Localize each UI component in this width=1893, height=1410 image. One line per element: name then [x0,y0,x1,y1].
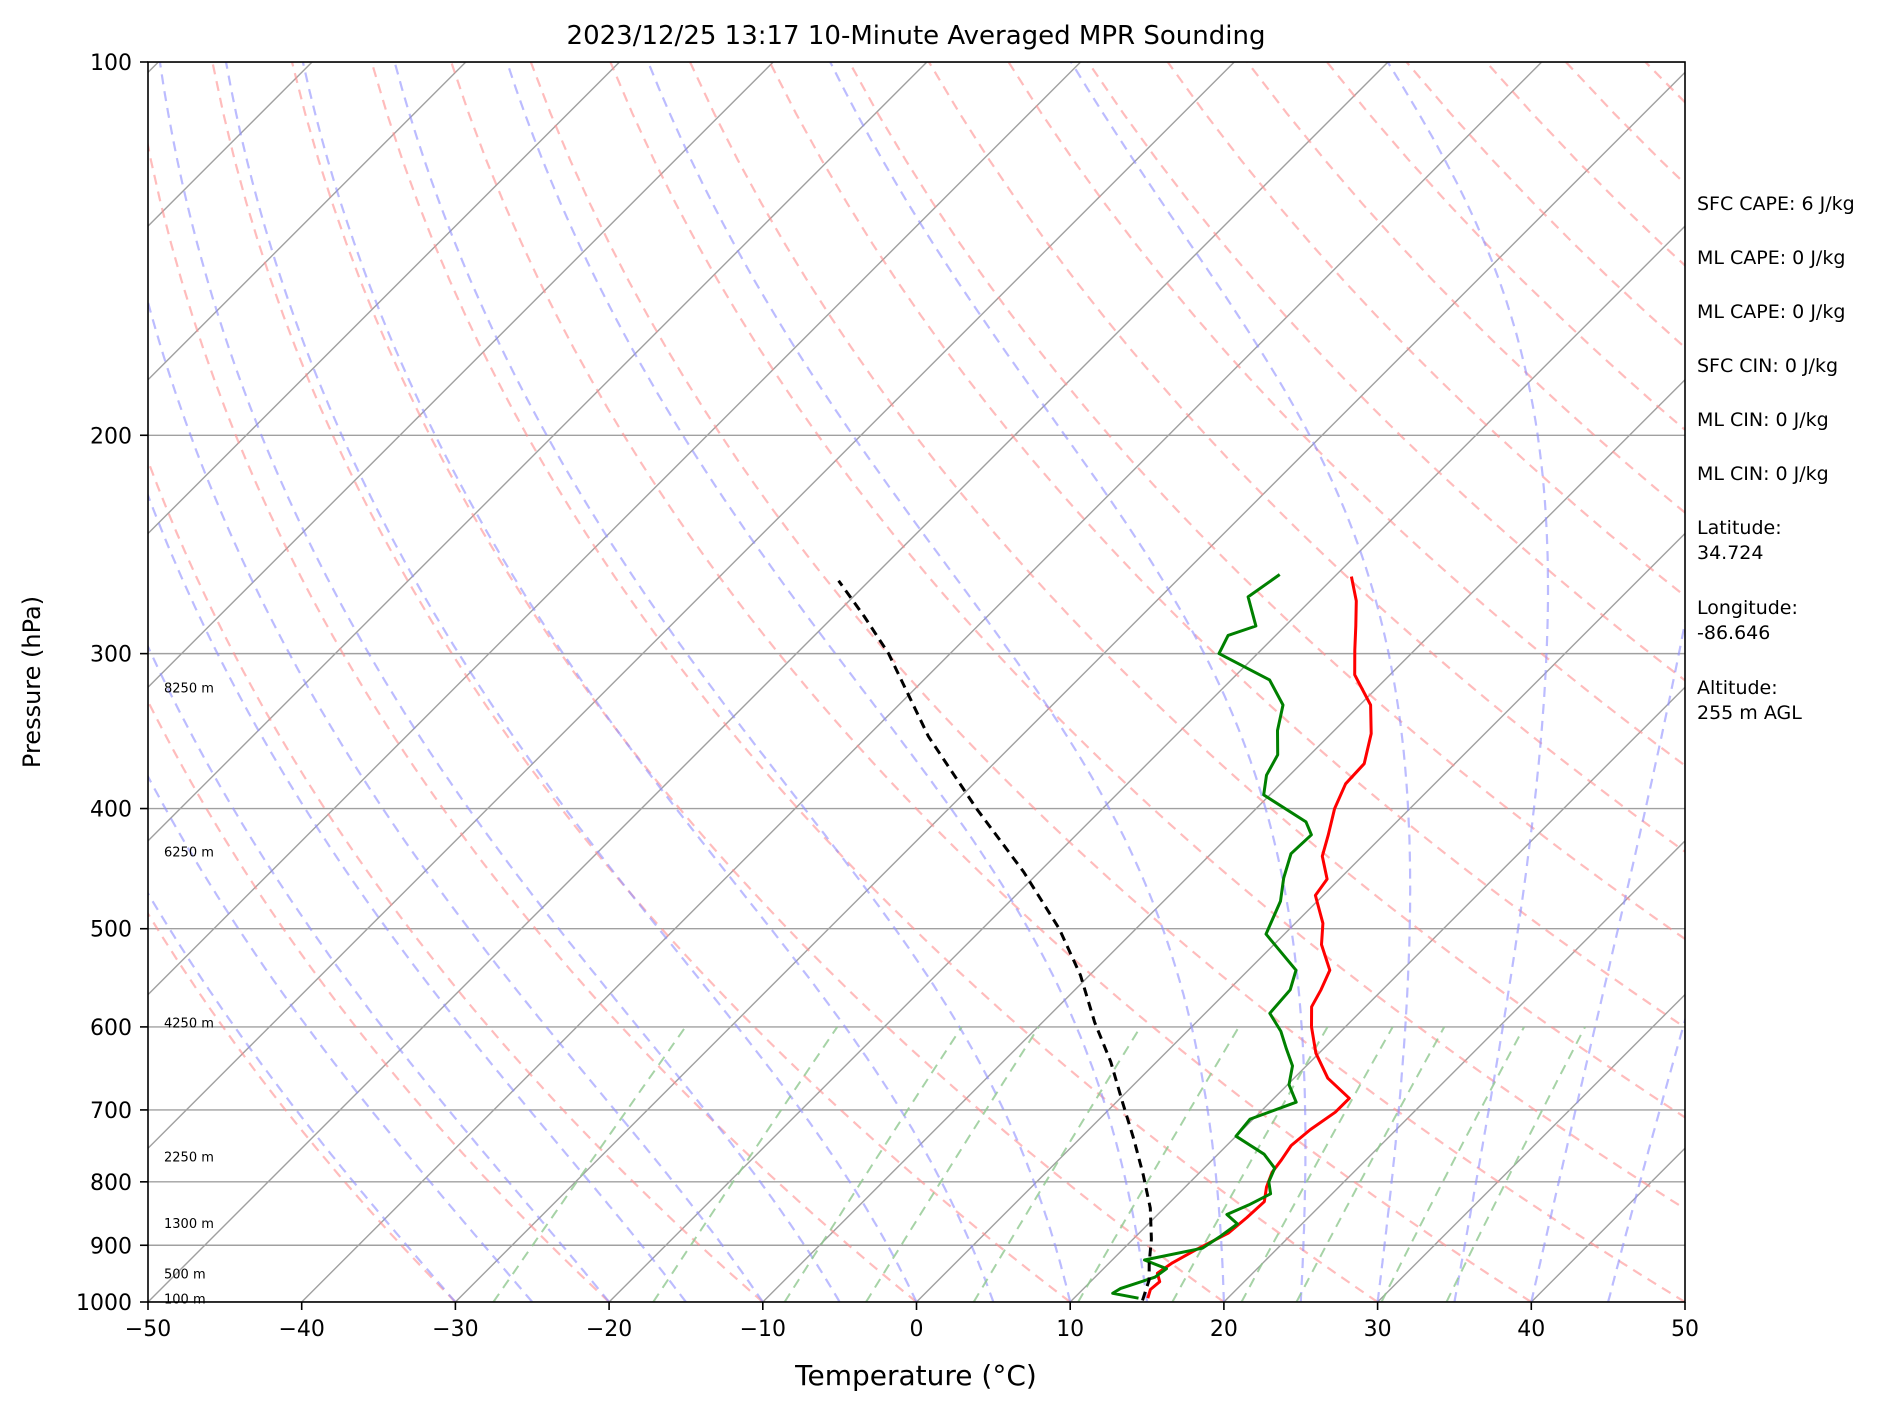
y-tick-label: 400 [90,798,132,823]
x-tick-label: −40 [278,1317,324,1342]
height-labels: 100 m 500 m 1300 m 2250 m 4250 m 6250 m 8250 m [164,681,214,1307]
moist-adiabat-line [160,62,840,1302]
plot-frame [148,62,1685,1302]
dry-adiabat-line [292,62,1224,1302]
isotherm-line [0,62,312,1302]
mixing-ratio-line [653,1027,837,1302]
info-entry: ML CAPE: 0 J/kg [1697,247,1845,269]
mixing-ratio-line [493,1027,685,1302]
x-axis-ticks: −50 −40 −30 −20 −10 0 10 20 30 40 50 [125,1302,1699,1342]
x-tick-label: 40 [1517,1317,1545,1342]
isotherm-line [609,62,1849,1302]
reference-grid [0,62,1893,1302]
y-tick-label: 600 [90,1016,132,1041]
y-tick-label: 1000 [76,1291,132,1316]
height-label: 8250 m [164,681,214,696]
isotherm-line [455,62,1695,1302]
x-tick-label: 0 [910,1317,924,1342]
x-tick-label: 20 [1210,1317,1238,1342]
isotherm-line [0,62,5,1302]
y-tick-label: 900 [90,1234,132,1259]
info-entry: Altitude:255 m AGL [1697,677,1802,724]
info-entry: SFC CAPE: 6 J/kg [1697,193,1855,215]
chart-title: 2023/12/25 13:17 10-Minute Averaged MPR … [567,21,1266,51]
x-axis-label: Temperature (°C) [794,1359,1037,1392]
isotherm-line [148,62,1388,1302]
moist-adiabat-line [49,62,686,1302]
info-entry: ML CIN: 0 J/kg [1697,463,1829,485]
moist-adiabat-line [0,62,455,1302]
height-label: 4250 m [164,1016,214,1031]
moist-adiabat-line [395,62,1071,1302]
x-tick-label: 50 [1671,1317,1699,1342]
dry-adiabat-line [0,62,455,1302]
y-tick-label: 200 [90,424,132,449]
info-entry: Latitude:34.724 [1697,517,1782,564]
mixing-ratio-line [866,1027,1039,1302]
mixing-ratio-line [1382,1027,1525,1302]
mixing-ratio-line [974,1027,1141,1302]
dry-adiabat-line [53,62,763,1302]
y-tick-label: 700 [90,1099,132,1124]
dry-adiabat-line [451,62,1531,1302]
height-label: 500 m [164,1267,206,1282]
info-entry: ML CAPE: 0 J/kg [1697,301,1845,323]
x-tick-label: −50 [125,1317,171,1342]
moist-adiabat-line [226,62,917,1302]
sounding-info-panel: SFC CAPE: 6 J/kg ML CAPE: 0 J/kg ML CAPE: … [1697,193,1855,724]
height-label: 2250 m [164,1151,214,1166]
y-tick-label: 500 [90,918,132,943]
height-label: 100 m [164,1292,206,1307]
info-entry: Longitude:-86.646 [1697,597,1798,644]
y-tick-label: 300 [90,643,132,668]
isotherm-line [302,62,1542,1302]
y-tick-label: 100 [90,51,132,76]
height-label: 1300 m [164,1217,214,1232]
x-tick-label: 30 [1364,1317,1392,1342]
info-entry: SFC CIN: 0 J/kg [1697,355,1838,377]
moist-adiabat-line [303,62,993,1302]
y-axis-ticks: 1000 900 800 700 600 500 400 300 200 100 [76,51,148,1316]
height-label: 6250 m [164,845,214,860]
x-tick-label: −20 [586,1317,632,1342]
x-tick-label: −10 [740,1317,786,1342]
moist-adiabat-line [1388,62,1548,1302]
isotherm-line [0,62,1081,1302]
sounding-traces [839,575,1372,1301]
y-axis-label: Pressure (hPa) [18,596,46,768]
y-tick-label: 800 [90,1171,132,1196]
x-tick-label: −30 [432,1317,478,1342]
info-entry: ML CIN: 0 J/kg [1697,409,1829,431]
parcel-profile-trace [839,581,1152,1301]
x-tick-label: 10 [1056,1317,1084,1342]
